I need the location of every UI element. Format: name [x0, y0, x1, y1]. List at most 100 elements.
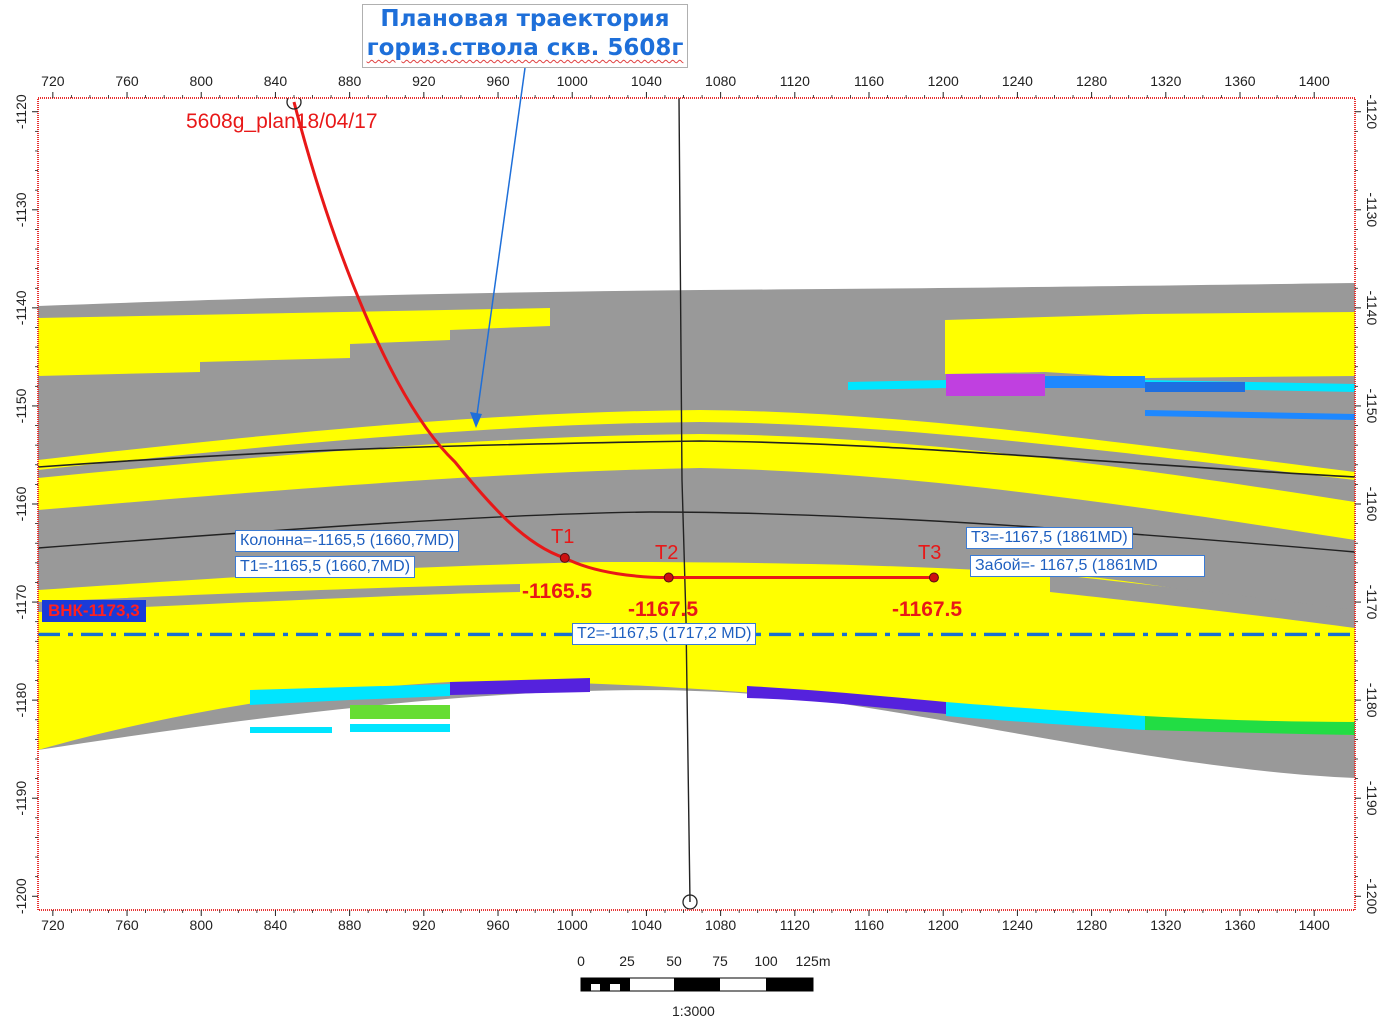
x-tick-label-bottom: 1320 [1150, 917, 1181, 933]
scale-tick-label: 0 [577, 953, 585, 969]
cyan-facies-lower-right [946, 702, 1145, 730]
yellow-band-upper-right [945, 312, 1355, 378]
title-arrow-head [470, 412, 482, 428]
x-tick-label-bottom: 1200 [928, 917, 959, 933]
green-facies-left [350, 705, 450, 719]
x-tick-label-top: 960 [486, 73, 510, 89]
x-tick-label-bottom: 1240 [1002, 917, 1033, 933]
target-t2-name: T2 [655, 542, 678, 564]
target-t1-depth: -1165.5 [522, 580, 592, 603]
target-t3-marker [928, 572, 939, 583]
y-tick-label-left: -1160 [13, 486, 29, 521]
target-t3-name: T3 [918, 542, 941, 564]
green-facies-right [1145, 716, 1355, 735]
y-tick-label-right: -1200 [1364, 878, 1380, 914]
title-line-1: Плановая траектория [380, 6, 670, 32]
x-tick-label-bottom: 1000 [557, 917, 588, 933]
x-tick-label-bottom: 800 [190, 917, 214, 933]
y-tick-label-left: -1180 [13, 683, 29, 718]
x-tick-label-top: 1360 [1224, 73, 1255, 89]
x-tick-label-bottom: 1120 [780, 917, 810, 933]
x-tick-label-top: 1000 [557, 73, 588, 89]
y-tick-label-right: -1150 [1364, 389, 1380, 424]
y-tick-label-right: -1160 [1364, 487, 1380, 522]
grey-stripe-lower [38, 584, 520, 612]
cyan-facies-strip-2 [350, 724, 450, 732]
scale-ratio: 1:3000 [672, 1003, 715, 1019]
scale-tick-label: 50 [666, 953, 682, 969]
x-tick-label-bottom: 960 [486, 917, 510, 933]
scale-tick-label: 25 [619, 953, 635, 969]
x-tick-label-top: 880 [338, 73, 362, 89]
blue-facies-upper [1045, 376, 1145, 388]
strata-layers [38, 98, 1355, 910]
y-tick-label-right: -1180 [1364, 683, 1380, 718]
y-tick-label-left: -1140 [13, 290, 29, 325]
x-tick-label-bottom: 1080 [705, 917, 736, 933]
yellow-band-main [38, 434, 1355, 540]
y-tick-label-right: -1170 [1364, 585, 1380, 620]
cyan-facies-lower-left [250, 684, 450, 705]
target-t1-marker [559, 552, 570, 563]
x-tick-label-bottom: 1280 [1076, 917, 1107, 933]
kolonna-label: Колонна=-1165,5 (1660,7MD) [235, 530, 460, 552]
vertical-well [678, 98, 691, 903]
cyan-facies-strip [250, 727, 332, 733]
y-axis-left: -1120 -1130 -1140 -1150 -1160 -1170 -1180 -1190… [13, 94, 38, 914]
y-tick-label-right: -1190 [1364, 781, 1380, 816]
y-tick-label-left: -1120 [13, 94, 29, 129]
y-tick-label-right: -1140 [1364, 290, 1380, 325]
y-tick-label-left: -1150 [13, 388, 29, 423]
blue-facies-upper-2 [1145, 382, 1245, 392]
wnk-label: ВНК-1173,3 [42, 600, 146, 622]
t3-annotation: T3=-1167,5 (1861MD) [966, 527, 1133, 549]
x-axis-top: 720 760 800 840 880 920 960 1000 1040 1080 1120 116… [41, 73, 1330, 98]
yellow-streak [38, 410, 1355, 480]
well-plan-label: 5608g_plan18/04/17 [186, 110, 378, 133]
x-axis-bottom: 720 760 800 840 880 920 960 1000 1040 1080 1120 116… [41, 910, 1330, 933]
x-tick-label-top: 760 [115, 73, 139, 89]
t2-annotation: T2=-1167,5 (1717,2 MD) [572, 623, 757, 645]
x-tick-label-top: 840 [264, 73, 288, 89]
trajectory-start-marker [286, 98, 302, 110]
blue-facies-right [1145, 410, 1355, 420]
scale-bar: 0 25 50 75 100 125m [577, 953, 831, 992]
x-tick-label-bottom: 760 [115, 917, 139, 933]
x-tick-label-top: 1160 [854, 73, 884, 89]
target-points [559, 552, 939, 583]
y-tick-label-left: -1130 [13, 192, 29, 227]
t1-annotation: T1=-1165,5 (1660,7MD) [235, 556, 416, 578]
target-t1-name: T1 [551, 526, 574, 548]
x-tick-label-bottom: 1160 [854, 917, 884, 933]
x-tick-label-bottom: 1360 [1224, 917, 1255, 933]
magenta-facies [946, 374, 1045, 396]
x-tick-label-top: 1400 [1299, 73, 1330, 89]
x-tick-label-top: 1240 [1002, 73, 1033, 89]
y-tick-label-left: -1190 [13, 781, 29, 816]
x-tick-label-bottom: 840 [264, 917, 288, 933]
x-tick-label-top: 1080 [705, 73, 736, 89]
x-tick-label-bottom: 720 [41, 917, 65, 933]
scale-tick-label: 125m [795, 953, 830, 969]
x-tick-label-top: 1200 [928, 73, 959, 89]
y-tick-label-left: -1170 [13, 584, 29, 619]
x-tick-label-bottom: 920 [412, 917, 436, 933]
target-t2-marker [663, 572, 674, 583]
purple-facies-right [747, 686, 946, 714]
x-tick-label-top: 1040 [631, 73, 662, 89]
zaboy-annotation: Забой=- 1167,5 (1861MD [970, 555, 1205, 577]
x-tick-label-top: 1320 [1150, 73, 1181, 89]
y-tick-label-right: -1120 [1364, 94, 1380, 129]
title-box: Плановая траектория гориз.ствола скв. 56… [362, 4, 688, 68]
yellow-pay-zone [38, 562, 1355, 750]
target-t2-depth: -1167.5 [628, 598, 698, 621]
x-tick-label-top: 800 [190, 73, 214, 89]
planned-trajectory [292, 101, 934, 580]
title-arrow [475, 67, 526, 423]
x-tick-label-bottom: 1040 [631, 917, 662, 933]
target-t3-depth: -1167.5 [892, 598, 962, 621]
scale-tick-label: 100 [754, 953, 778, 969]
y-tick-label-right: -1130 [1364, 192, 1380, 227]
yellow-band-upper [38, 308, 550, 376]
y-axis-right: -1120 -1130 -1140 -1150 -1160 -1170 -1180 -1190… [1355, 94, 1380, 914]
